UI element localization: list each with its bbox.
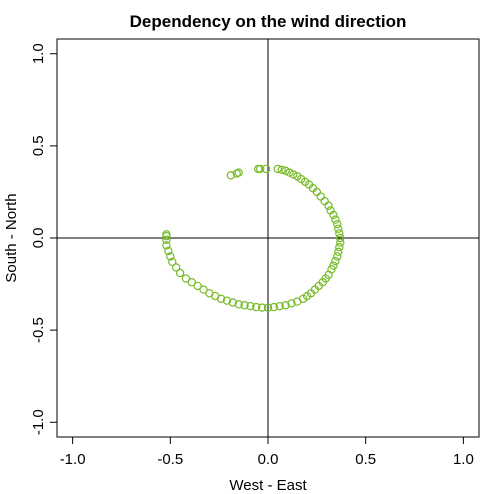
data-point — [234, 300, 243, 309]
data-point — [331, 256, 340, 266]
data-point — [205, 289, 214, 298]
data-point — [281, 301, 290, 310]
data-point — [257, 303, 267, 312]
data-point — [228, 298, 238, 307]
data-point — [334, 247, 343, 257]
y-tick-label: 0.0 — [30, 228, 47, 249]
x-tick-label: -1.0 — [60, 451, 86, 468]
data-point — [336, 233, 345, 243]
data-point — [164, 246, 173, 256]
data-point — [316, 192, 325, 201]
data-point — [335, 243, 344, 252]
data-point — [333, 219, 342, 229]
data-point — [162, 235, 171, 245]
data-point — [334, 224, 343, 233]
data-point — [175, 268, 185, 278]
data-point — [168, 257, 177, 267]
data-point — [293, 297, 302, 306]
data-point — [275, 301, 284, 311]
plot-area — [56, 38, 480, 438]
data-point — [277, 165, 286, 175]
x-axis-label: West - East — [229, 477, 307, 494]
x-tick-label: 0.0 — [258, 451, 279, 468]
x-tick-label: 1.0 — [453, 451, 474, 468]
data-point — [162, 230, 171, 239]
data-point — [335, 229, 344, 238]
data-point — [336, 238, 345, 247]
data-point — [187, 278, 197, 287]
data-point — [252, 302, 261, 312]
x-axis: -1.0 -0.5 0.0 0.5 1.0 — [60, 437, 474, 468]
data-point — [234, 168, 243, 177]
y-tick-label: 1.0 — [30, 43, 47, 64]
y-tick-label: 0.5 — [30, 135, 47, 156]
data-point — [222, 296, 232, 305]
x-tick-label: -0.5 — [157, 451, 183, 468]
data-point — [324, 201, 333, 210]
data-point — [289, 170, 298, 179]
y-axis-label: South - North — [3, 193, 20, 282]
data-point — [287, 299, 296, 308]
y-axis: -1.0 -0.5 0.0 0.5 1.0 — [30, 43, 57, 435]
data-point — [331, 215, 340, 224]
data-point — [285, 168, 294, 177]
data-point — [281, 166, 290, 175]
data-point — [199, 285, 208, 294]
data-point — [166, 252, 175, 261]
data-point — [193, 281, 202, 291]
reference-lines — [57, 39, 479, 437]
y-tick-label: -0.5 — [30, 317, 47, 343]
y-tick-label: -1.0 — [30, 409, 47, 435]
data-point — [181, 274, 191, 283]
data-point — [263, 303, 273, 312]
data-point — [273, 164, 282, 174]
data-point — [261, 164, 271, 174]
data-point — [333, 252, 342, 261]
data-point — [162, 241, 171, 250]
data-point — [320, 196, 329, 206]
data-point — [329, 210, 338, 220]
data-point — [246, 301, 255, 311]
chart-title: Dependency on the wind direction — [130, 12, 407, 31]
data-points — [162, 164, 345, 312]
data-point — [269, 302, 279, 312]
x-tick-label: 0.5 — [355, 451, 376, 468]
data-point — [240, 301, 249, 310]
data-point — [226, 171, 236, 180]
data-point — [255, 164, 265, 174]
data-point — [171, 263, 181, 272]
